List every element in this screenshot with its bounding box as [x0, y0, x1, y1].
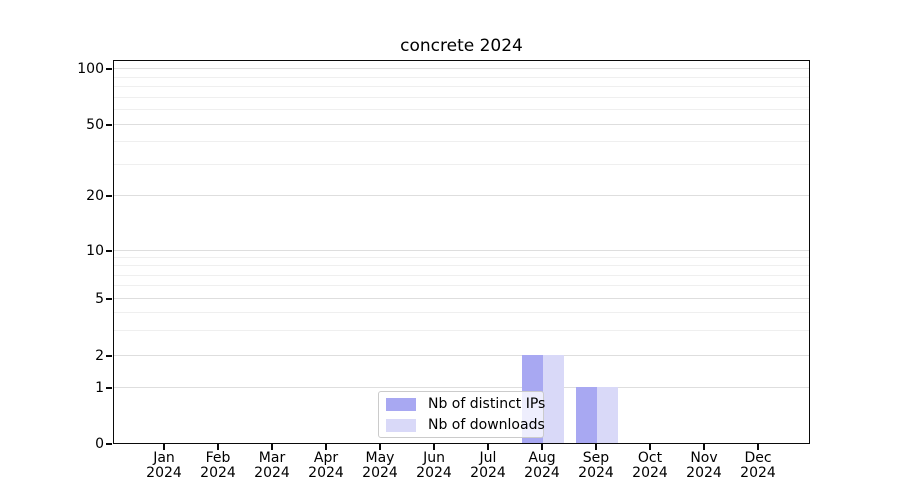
y-gridline-minor	[114, 163, 809, 165]
legend: Nb of distinct IPs Nb of downloads	[378, 391, 545, 438]
x-tick-label-dec: Dec 2024	[740, 450, 776, 481]
y-tick-label: 2	[95, 348, 104, 364]
y-tick-label: 20	[86, 188, 104, 204]
y-gridline-major	[114, 68, 809, 69]
y-tick-label: 1	[95, 380, 104, 396]
y-gridline-minor	[114, 86, 809, 88]
bar-downloads-aug	[543, 355, 564, 443]
y-gridline-minor	[114, 311, 809, 313]
x-tick-label-oct: Oct 2024	[632, 450, 668, 481]
y-tick-label: 100	[77, 61, 104, 77]
x-tick-label-jun: Jun 2024	[416, 450, 452, 481]
legend-label-downloads: Nb of downloads	[428, 417, 545, 433]
x-tick-mark	[757, 444, 759, 450]
y-tick-mark	[106, 68, 112, 70]
chart-title: concrete 2024	[400, 36, 523, 56]
y-gridline-major	[114, 250, 809, 251]
x-tick-mark	[433, 444, 435, 450]
y-gridline-minor	[114, 274, 809, 276]
y-tick-label: 5	[95, 291, 104, 307]
x-tick-mark	[649, 444, 651, 450]
y-tick-label: 50	[86, 117, 104, 133]
x-tick-mark	[541, 444, 543, 450]
x-tick-label-jan: Jan 2024	[146, 450, 182, 481]
x-tick-mark	[217, 444, 219, 450]
x-tick-mark	[595, 444, 597, 450]
legend-swatch-distinct-ips-icon	[386, 397, 416, 411]
y-gridline-major	[114, 124, 809, 125]
legend-swatch-downloads-icon	[386, 418, 416, 432]
x-tick-mark	[487, 444, 489, 450]
x-tick-label-feb: Feb 2024	[200, 450, 236, 481]
x-tick-label-apr: Apr 2024	[308, 450, 344, 481]
legend-label-distinct-ips: Nb of distinct IPs	[428, 396, 546, 412]
bar-downloads-sep	[597, 387, 618, 443]
y-gridline-minor	[114, 96, 809, 98]
y-tick-mark	[106, 298, 112, 300]
x-tick-label-nov: Nov 2024	[686, 450, 722, 481]
y-gridline-minor	[114, 257, 809, 259]
y-tick-mark	[106, 250, 112, 252]
y-tick-mark	[106, 355, 112, 357]
y-gridline-minor	[114, 76, 809, 78]
y-gridline-minor	[114, 285, 809, 287]
y-tick-mark	[106, 124, 112, 126]
x-tick-label-sep: Sep 2024	[578, 450, 614, 481]
bar-distinct-ips-sep	[576, 387, 597, 443]
x-tick-mark	[163, 444, 165, 450]
x-tick-label-may: May 2024	[362, 450, 398, 481]
legend-item-downloads: Nb of downloads	[386, 415, 545, 435]
y-gridline-major	[114, 387, 809, 388]
y-gridline-major	[114, 355, 809, 356]
x-tick-mark	[703, 444, 705, 450]
y-tick-mark	[106, 195, 112, 197]
y-tick-mark	[106, 387, 112, 389]
plot-area	[113, 60, 810, 444]
x-tick-mark	[271, 444, 273, 450]
y-gridline-minor	[114, 265, 809, 267]
y-tick-label: 10	[86, 243, 104, 259]
y-gridline-major	[114, 195, 809, 196]
y-tick-mark	[106, 443, 112, 445]
x-tick-label-jul: Jul 2024	[470, 450, 506, 481]
y-tick-label: 0	[95, 436, 104, 452]
y-gridline-minor	[114, 329, 809, 331]
x-tick-mark	[325, 444, 327, 450]
x-tick-label-aug: Aug 2024	[524, 450, 560, 481]
y-gridline-minor	[114, 109, 809, 111]
y-gridline-minor	[114, 141, 809, 143]
x-tick-mark	[379, 444, 381, 450]
y-gridline-major	[114, 298, 809, 299]
x-tick-label-mar: Mar 2024	[254, 450, 290, 481]
legend-item-distinct-ips: Nb of distinct IPs	[386, 394, 545, 414]
